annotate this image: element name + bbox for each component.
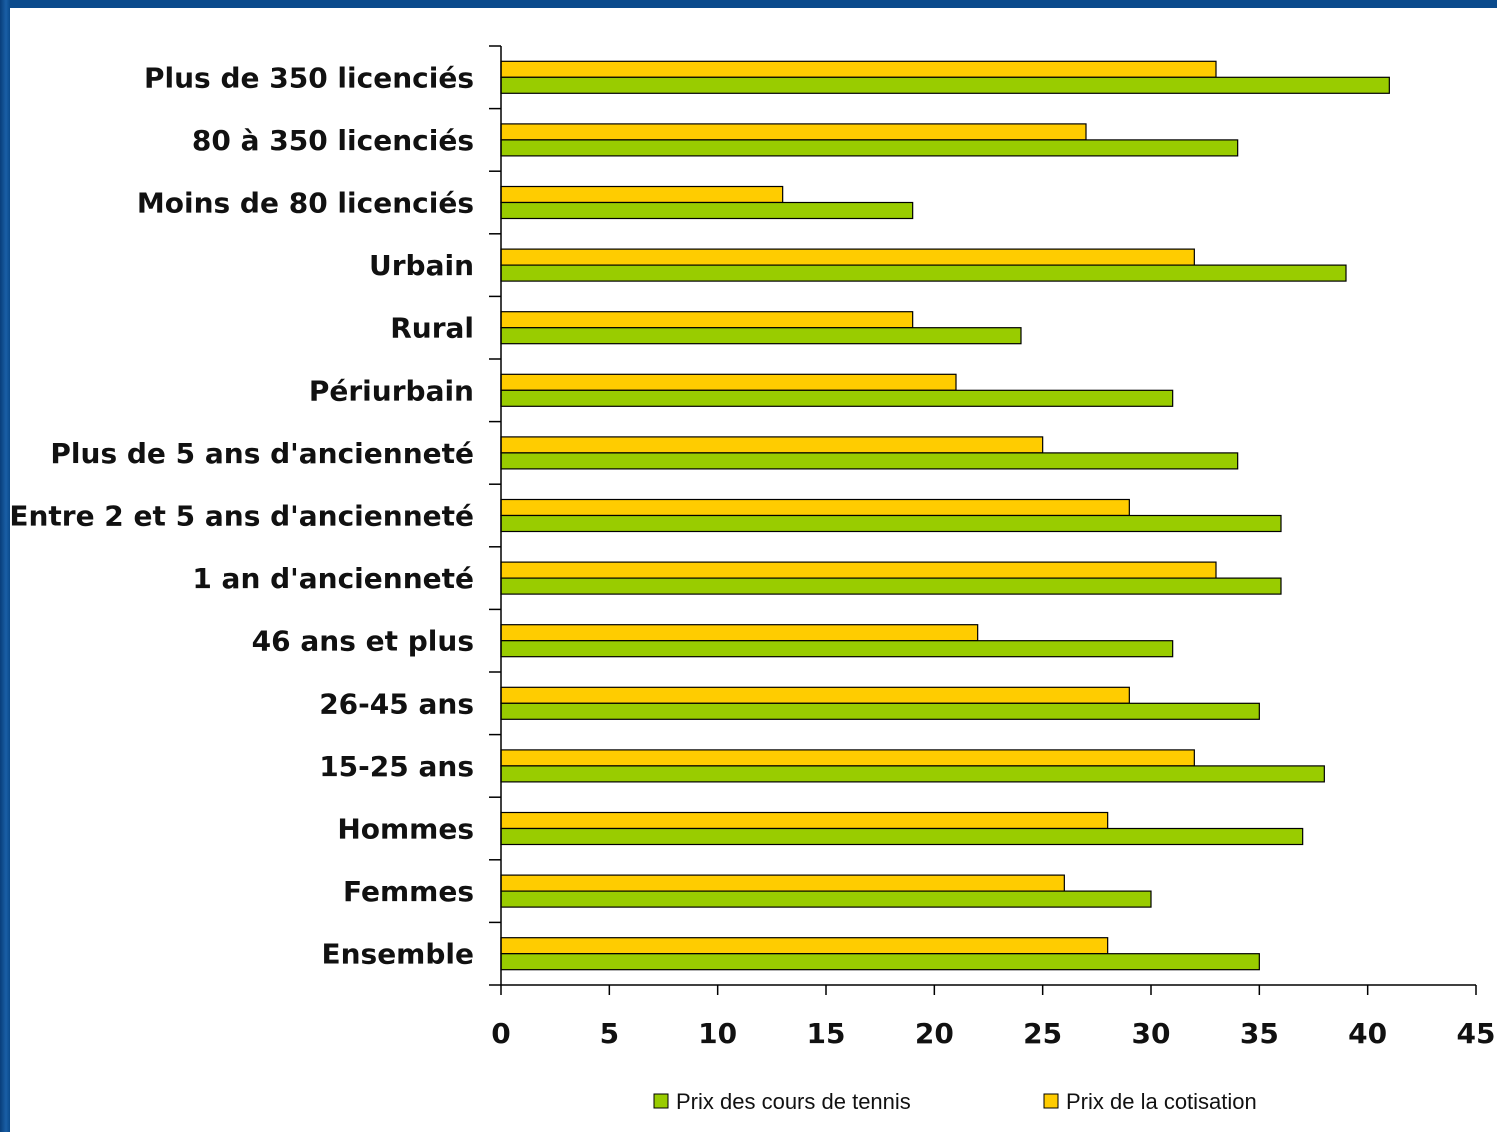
category-label: 80 à 350 licenciés: [192, 124, 474, 157]
bar-cours-8: [500, 577, 1282, 595]
x-tick-label: 35: [1240, 1017, 1279, 1050]
axes-layer: [489, 45, 1477, 995]
x-tick-label: 25: [1023, 1017, 1062, 1050]
bar-cours-3: [500, 264, 1347, 282]
bar-cotisation-11: [500, 749, 1195, 767]
x-tick-label: 0: [491, 1017, 510, 1050]
x-tick-label: 45: [1457, 1017, 1496, 1050]
bar-cotisation-10: [500, 686, 1130, 704]
category-label: 46 ans et plus: [252, 625, 474, 658]
category-label: Hommes: [337, 813, 474, 846]
legend-label: Prix des cours de tennis: [676, 1089, 911, 1114]
bar-cours-0: [500, 76, 1390, 94]
category-label: 1 an d'ancienneté: [192, 562, 474, 595]
x-tick-label: 15: [807, 1017, 846, 1050]
category-label: Rural: [390, 312, 474, 345]
bar-cours-6: [500, 452, 1239, 470]
bar-cours-9: [500, 640, 1174, 658]
bars-layer: [500, 60, 1390, 971]
legend-swatch: [1043, 1093, 1059, 1109]
bar-cours-5: [500, 389, 1174, 407]
bar-cotisation-8: [500, 561, 1217, 579]
labels-layer: Plus de 350 licenciés 80 à 350 licenciés M…: [9, 61, 1495, 1050]
bar-cours-14: [500, 953, 1260, 971]
legend-swatch: [653, 1093, 669, 1109]
category-label: Femmes: [343, 875, 474, 908]
bar-cotisation-12: [500, 811, 1109, 830]
bar-cotisation-7: [500, 498, 1130, 517]
bar-cours-4: [500, 327, 1022, 345]
bar-cotisation-5: [500, 373, 957, 391]
bar-cotisation-0: [500, 60, 1217, 78]
bar-cotisation-14: [500, 937, 1109, 955]
bar-cotisation-3: [500, 248, 1195, 266]
category-label: Moins de 80 licenciés: [137, 187, 474, 220]
bar-cotisation-4: [500, 311, 914, 329]
bar-cours-13: [500, 890, 1152, 908]
category-label: Périurbain: [309, 374, 474, 407]
bar-cours-1: [500, 139, 1239, 157]
bar-cours-12: [500, 827, 1304, 846]
x-tick-label: 5: [600, 1017, 619, 1050]
bar-cotisation-13: [500, 874, 1065, 892]
category-label: Ensemble: [321, 938, 474, 971]
category-label: Urbain: [369, 249, 474, 282]
bar-cotisation-9: [500, 624, 979, 642]
category-label: Plus de 5 ans d'ancienneté: [50, 437, 474, 470]
bar-cotisation-1: [500, 123, 1087, 141]
legend: Prix des cours de tennis Prix de la cotis…: [653, 1089, 1257, 1114]
legend-label: Prix de la cotisation: [1066, 1089, 1257, 1114]
bar-cotisation-6: [500, 436, 1044, 454]
bar-cotisation-2: [500, 185, 784, 204]
x-tick-label: 20: [915, 1017, 954, 1050]
bar-cours-2: [500, 201, 914, 220]
category-label: 15-25 ans: [319, 750, 474, 783]
x-tick-label: 40: [1348, 1017, 1387, 1050]
x-tick-label: 10: [698, 1017, 737, 1050]
bar-cours-7: [500, 514, 1282, 533]
category-label: Entre 2 et 5 ans d'ancienneté: [9, 500, 474, 533]
bar-cours-11: [500, 765, 1325, 783]
category-label: Plus de 350 licenciés: [144, 61, 474, 94]
category-label: 26-45 ans: [319, 687, 474, 720]
bar-cours-10: [500, 702, 1260, 720]
x-tick-label: 30: [1132, 1017, 1171, 1050]
